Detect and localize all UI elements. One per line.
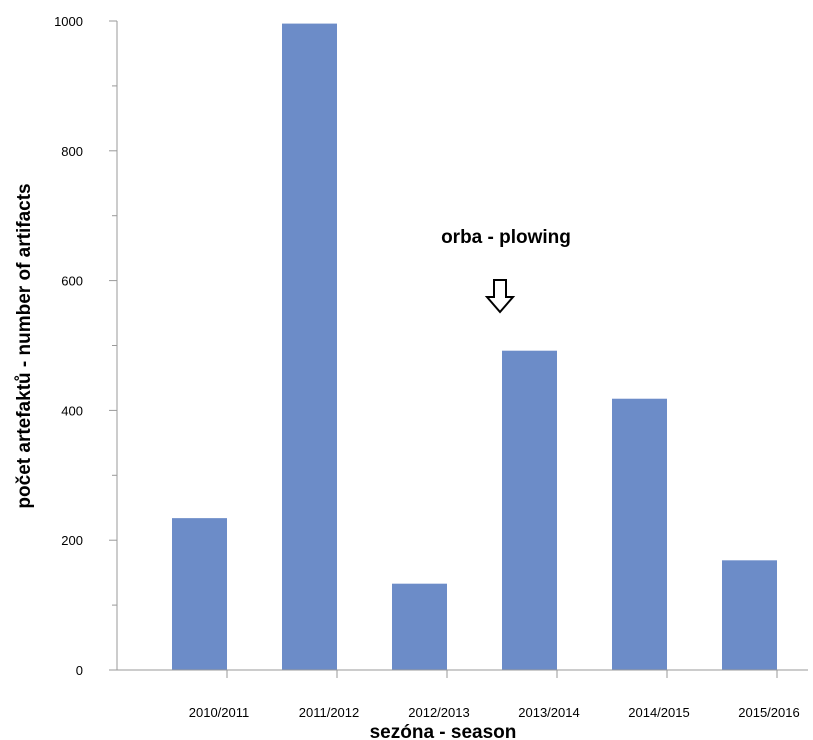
bars-group [172,23,777,670]
x-tick-label: 2013/2014 [518,705,579,720]
bar-2015-2016 [722,560,777,670]
x-tick-label: 2010/2011 [189,705,250,720]
x-tick-label: 2014/2015 [628,705,689,720]
plowing-annotation: orba - plowing [441,227,571,248]
down-arrow-icon [484,279,516,314]
y-axis-title: počet artefaktů - number of artifacts [14,183,35,508]
y-ticks-group: 0 200 400 600 800 1000 [54,14,117,678]
y-tick-label: 600 [61,274,83,289]
y-tick-label: 1000 [54,14,83,29]
bar-2010-2011 [172,518,227,670]
x-ticks-group: 2010/2011 2011/2012 2012/2013 2013/2014 2014… [189,670,800,720]
bar-2011-2012 [282,23,337,670]
y-tick-label: 800 [61,144,83,159]
x-axis-title: sezóna - season [370,722,517,740]
y-tick-label: 0 [76,663,83,678]
x-tick-label: 2011/2012 [299,705,360,720]
bar-2012-2013 [392,583,447,670]
bar-2014-2015 [612,398,667,670]
y-tick-label: 400 [61,403,83,418]
x-tick-label: 2012/2013 [408,705,469,720]
bar-2013-2014 [502,350,557,670]
x-tick-label: 2015/2016 [738,705,799,720]
y-tick-label: 200 [61,533,83,548]
